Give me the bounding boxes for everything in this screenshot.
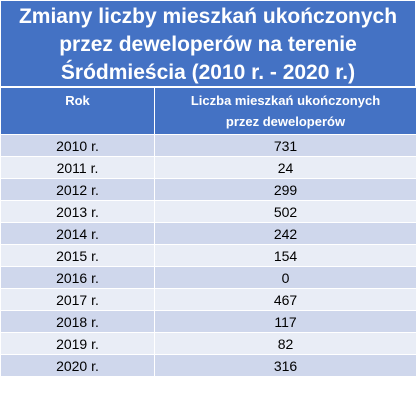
table-row: 2015 r. 154 [0,244,416,267]
column-header-count-line-1: Liczba mieszkań ukończonych [190,93,381,108]
table-row: 2013 r. 502 [0,200,416,223]
count-cell: 117 [154,310,416,333]
table-row: 2014 r. 242 [0,222,416,245]
year-cell: 2010 r. [0,134,155,157]
count-cell: 299 [154,178,416,201]
year-cell: 2011 r. [0,156,155,179]
count-cell: 24 [154,156,416,179]
table-row: 2016 r. 0 [0,266,416,289]
column-header-year: Rok [0,87,155,135]
table-row: 2010 r. 731 [0,134,416,157]
year-cell: 2019 r. [0,332,155,355]
table-body: 2010 r. 731 2011 r. 24 2012 r. 299 2013 r. 5… [0,134,416,377]
year-cell: 2013 r. [0,200,155,223]
count-cell: 731 [154,134,416,157]
table-header: Rok Liczba mieszkań ukończonych przez de… [0,87,416,135]
title-line-1: Zmiany liczby mieszkań ukończonych [18,5,398,28]
title-line-2: przez deweloperów na terenie [59,33,357,56]
count-cell: 0 [154,266,416,289]
year-cell: 2017 r. [0,288,155,311]
data-table: Rok Liczba mieszkań ukończonych przez de… [0,87,416,377]
column-header-count: Liczba mieszkań ukończonych przez dewelo… [154,87,416,135]
year-cell: 2020 r. [0,354,155,377]
table-row: 2019 r. 82 [0,332,416,355]
column-header-count-line-2: przez deweloperów [225,114,346,129]
count-cell: 502 [154,200,416,223]
table-row: 2018 r. 117 [0,310,416,333]
title-line-3: Śródmieścia (2010 r. - 2020 r.) [60,61,356,84]
count-cell: 316 [154,354,416,377]
count-cell: 82 [154,332,416,355]
count-cell: 242 [154,222,416,245]
count-cell: 467 [154,288,416,311]
year-cell: 2016 r. [0,266,155,289]
year-cell: 2018 r. [0,310,155,333]
year-cell: 2012 r. [0,178,155,201]
table-row: 2020 r. 316 [0,354,416,377]
table-title: Zmiany liczby mieszkań ukończonych przez… [0,0,416,87]
table-row: 2012 r. 299 [0,178,416,201]
year-cell: 2015 r. [0,244,155,267]
table-row: 2017 r. 467 [0,288,416,311]
table-row: 2011 r. 24 [0,156,416,179]
count-cell: 154 [154,244,416,267]
year-cell: 2014 r. [0,222,155,245]
header-row: Rok Liczba mieszkań ukończonych przez de… [0,87,416,135]
